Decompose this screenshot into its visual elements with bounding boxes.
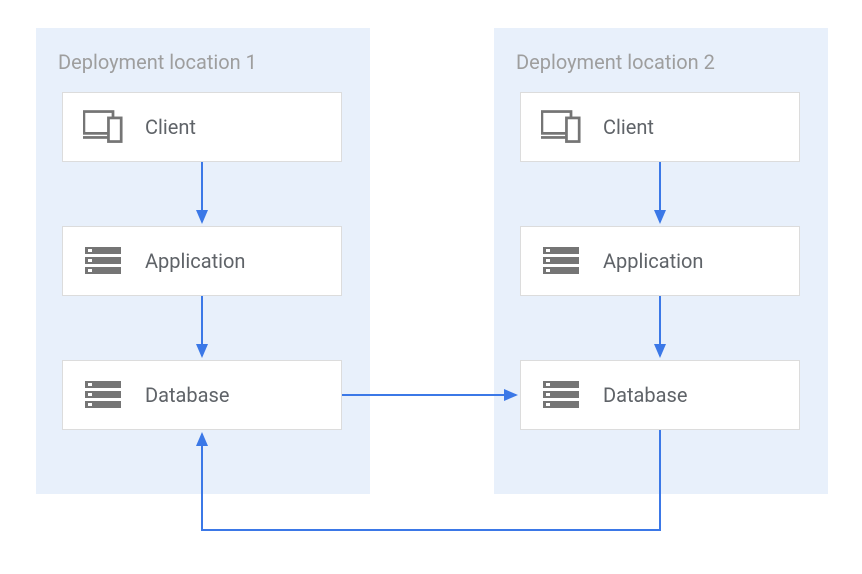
node-client-2: Client	[520, 92, 800, 162]
node-client-1-label: Client	[145, 115, 196, 139]
diagram-canvas: Deployment location 1 Deployment location…	[0, 0, 862, 574]
node-db-1: Database	[62, 360, 342, 430]
node-client-1: Client	[62, 92, 342, 162]
region-1-title: Deployment location 1	[58, 50, 257, 74]
server-icon	[83, 241, 123, 281]
node-app-2-label: Application	[603, 249, 703, 273]
node-app-2: Application	[520, 226, 800, 296]
node-db-1-label: Database	[145, 383, 229, 407]
node-app-1: Application	[62, 226, 342, 296]
server-icon	[83, 375, 123, 415]
devices-icon	[541, 107, 581, 147]
server-icon	[541, 241, 581, 281]
node-client-2-label: Client	[603, 115, 654, 139]
node-app-1-label: Application	[145, 249, 245, 273]
node-db-2-label: Database	[603, 383, 687, 407]
devices-icon	[83, 107, 123, 147]
server-icon	[541, 375, 581, 415]
region-2-title: Deployment location 2	[516, 50, 715, 74]
node-db-2: Database	[520, 360, 800, 430]
